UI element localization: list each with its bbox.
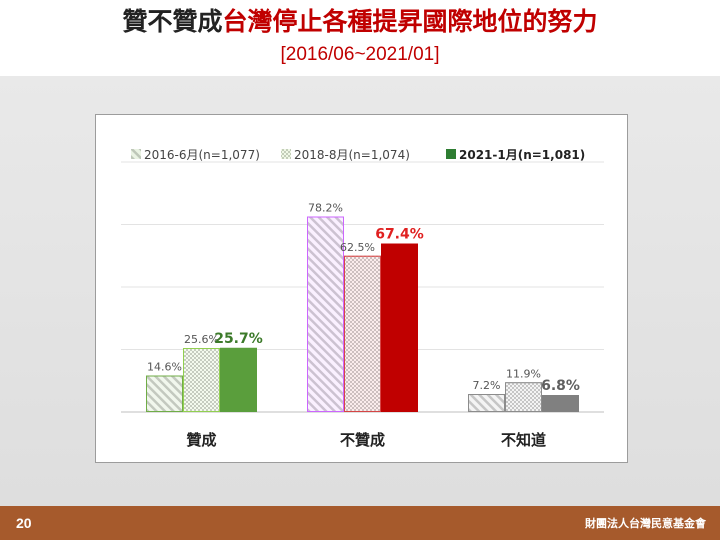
- category-label: 不贊成: [340, 431, 385, 449]
- bar-2-1: [505, 382, 542, 412]
- legend-swatch: [446, 149, 456, 159]
- bar-1-1: [344, 255, 381, 412]
- data-label: 67.4%: [375, 227, 424, 243]
- data-label: 7.2%: [473, 379, 501, 392]
- footer-bar: 20 財團法人台灣民意基金會: [0, 506, 720, 540]
- data-label: 14.6%: [147, 361, 182, 374]
- category-label: 不知道: [501, 431, 546, 449]
- data-label: 25.7%: [214, 331, 263, 347]
- organization-name: 財團法人台灣民意基金會: [585, 517, 706, 530]
- chart-frame: 14.6% 25.6% 25.7% 贊成 78.2% 62.5% 67.4% 不贊成 7.2% 1…: [95, 114, 628, 463]
- bar-2-0: [468, 394, 505, 412]
- title-part-1: 贊不贊成: [122, 7, 223, 36]
- bar-2-2: [542, 395, 579, 412]
- page-number: 20: [16, 515, 32, 531]
- data-label: 25.6%: [184, 333, 219, 346]
- data-label: 11.9%: [506, 367, 541, 380]
- bar-0-1: [183, 348, 220, 412]
- data-label: 6.8%: [541, 378, 580, 394]
- bar-chart: 14.6% 25.6%25.7% 贊成 78.2% 62.5%67.4% 不贊成 7.2% 1…: [121, 148, 604, 449]
- legend-label: 2021-1月(n=1,081): [459, 148, 585, 162]
- legend-item-1: 2018-8月(n=1,074): [281, 148, 410, 162]
- category-label: 贊成: [186, 431, 216, 449]
- bar-0-2: [220, 347, 257, 412]
- bar-1-0: [307, 216, 344, 412]
- legend-item-0: 2016-6月(n=1,077): [131, 148, 260, 162]
- legend-item-2: 2021-1月(n=1,081): [446, 148, 585, 162]
- data-label: 62.5%: [340, 241, 375, 254]
- legend-label: 2016-6月(n=1,077): [144, 148, 260, 162]
- data-label: 78.2%: [308, 202, 343, 215]
- bar-1-2: [381, 243, 418, 412]
- legend-label: 2018-8月(n=1,074): [294, 148, 410, 162]
- date-range-subtitle: [2016/06~2021/01]: [280, 44, 440, 65]
- title-part-2: 台灣停止各種提昇國際地位的努力: [222, 7, 598, 36]
- bar-0-0: [146, 375, 183, 412]
- slide-title: 贊不贊成台灣停止各種提昇國際地位的努力: [0, 6, 720, 38]
